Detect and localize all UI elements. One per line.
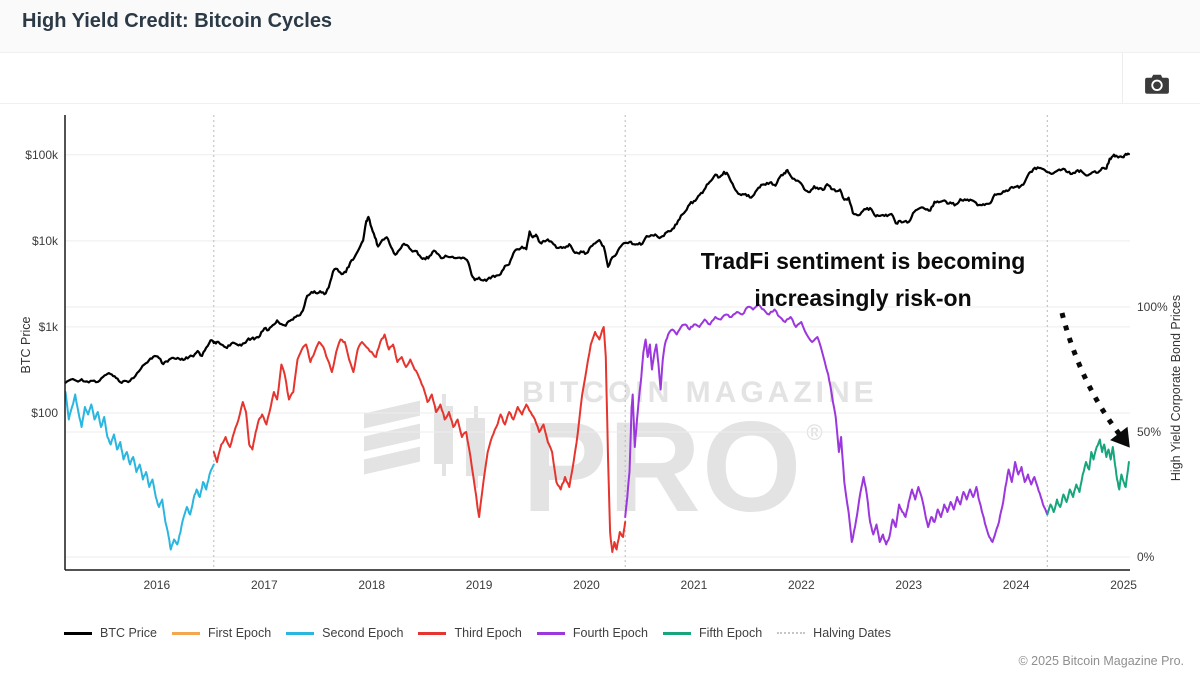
legend-swatch (536, 631, 565, 635)
legend-swatch (777, 632, 806, 634)
page-title: High Yield Credit: Bitcoin Cycles (22, 10, 333, 32)
y-right-axis-title: High Yield Corporate Bond Prices (1169, 295, 1183, 481)
toolbar-divider (1122, 53, 1123, 103)
x-tick-label: 2020 (573, 578, 600, 592)
annotation-arrow (1059, 312, 1130, 448)
watermark-logo-icon (362, 376, 510, 501)
y-left-tick-label: $10k (32, 234, 59, 248)
legend-label: Second Epoch (322, 626, 404, 640)
legend-swatch (418, 631, 447, 635)
legend-item-btc-price[interactable]: BTC Price (64, 626, 157, 640)
legend-swatch (662, 631, 691, 635)
series-second-epoch (64, 391, 215, 551)
legend-item-fourth-epoch[interactable]: Fourth Epoch (536, 626, 648, 640)
legend-item-first-epoch[interactable]: First Epoch (171, 626, 272, 640)
y-left-axis-title: BTC Price (19, 316, 33, 373)
legend-label: Fourth Epoch (572, 626, 648, 640)
legend-label: Third Epoch (454, 626, 522, 640)
x-tick-label: 2016 (143, 578, 170, 592)
legend-item-second-epoch[interactable]: Second Epoch (286, 626, 403, 640)
legend: BTC Price First Epoch Second Epoch Third Ep… (64, 626, 891, 640)
legend-label: Halving Dates (813, 626, 891, 640)
legend-item-fifth-epoch[interactable]: Fifth Epoch (662, 626, 763, 640)
x-tick-label: 2018 (358, 578, 385, 592)
legend-label: First Epoch (207, 626, 272, 640)
x-tick-label: 2022 (788, 578, 815, 592)
copyright: © 2025 Bitcoin Magazine Pro. (1018, 654, 1184, 668)
legend-item-third-epoch[interactable]: Third Epoch (418, 626, 522, 640)
y-left-tick-label: $1k (39, 320, 59, 334)
watermark-registered-mark: ® (806, 420, 824, 445)
camera-snapshot-button[interactable] (1144, 73, 1170, 95)
y-left-tick-label: $100 (31, 406, 58, 420)
legend-swatch (171, 631, 200, 635)
y-right-tick-label: 0% (1137, 550, 1155, 564)
x-tick-label: 2019 (466, 578, 493, 592)
annotation-line1: TradFi sentiment is becoming (700, 248, 1026, 274)
camera-icon (1144, 74, 1170, 98)
legend-swatch (64, 631, 92, 635)
y-left-tick-label: $100k (25, 148, 59, 162)
toolbar (0, 52, 1200, 104)
x-tick-label: 2024 (1003, 578, 1030, 592)
chart-card: BITCOIN MAGAZINE PRO ® $100k $10k $1k $100 1… (0, 104, 1200, 675)
x-tick-label: 2021 (681, 578, 708, 592)
x-tick-label: 2017 (251, 578, 278, 592)
x-tick-label: 2023 (895, 578, 922, 592)
legend-item-halving-dates[interactable]: Halving Dates (777, 626, 891, 640)
y-right-tick-label: 50% (1137, 425, 1161, 439)
watermark-text-line2: PRO (522, 396, 803, 539)
legend-label: Fifth Epoch (698, 626, 763, 640)
x-tick-label: 2025 (1110, 578, 1137, 592)
chart-annotation: TradFi sentiment is becoming increasingl… (653, 243, 1073, 317)
y-right-tick-label: 100% (1137, 300, 1168, 314)
watermark: BITCOIN MAGAZINE PRO ® (362, 376, 878, 539)
series-fifth-epoch (1046, 438, 1130, 516)
annotation-line2: increasingly risk-on (754, 285, 972, 311)
legend-swatch (286, 631, 315, 635)
legend-label: BTC Price (100, 626, 157, 640)
